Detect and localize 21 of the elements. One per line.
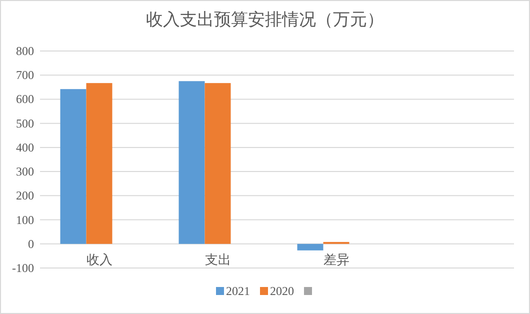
bar bbox=[86, 83, 112, 244]
x-tick-label: 收入 bbox=[86, 252, 112, 268]
y-tick-label: 300 bbox=[16, 164, 34, 179]
bar bbox=[178, 81, 205, 244]
y-tick-label: 0 bbox=[28, 236, 34, 251]
x-tick-label: 支出 bbox=[204, 252, 231, 268]
y-tick-label: -100 bbox=[12, 261, 34, 275]
y-tick-label: 600 bbox=[16, 92, 34, 106]
y-tick-label: 400 bbox=[16, 140, 34, 154]
y-tick-label: 200 bbox=[16, 188, 34, 203]
y-tick-label: 500 bbox=[16, 116, 34, 130]
y-tick-label: 800 bbox=[16, 44, 34, 58]
legend-label: 2020 bbox=[270, 284, 294, 298]
bar bbox=[204, 83, 231, 244]
bar bbox=[297, 244, 324, 250]
y-tick-label: 700 bbox=[16, 68, 34, 82]
chart-title: 收入支出预算安排情况（万元） bbox=[146, 10, 384, 29]
bar bbox=[60, 89, 86, 244]
y-tick-label: 100 bbox=[16, 212, 34, 227]
x-tick-label: 差异 bbox=[323, 252, 350, 268]
legend-label: 2021 bbox=[226, 284, 250, 298]
